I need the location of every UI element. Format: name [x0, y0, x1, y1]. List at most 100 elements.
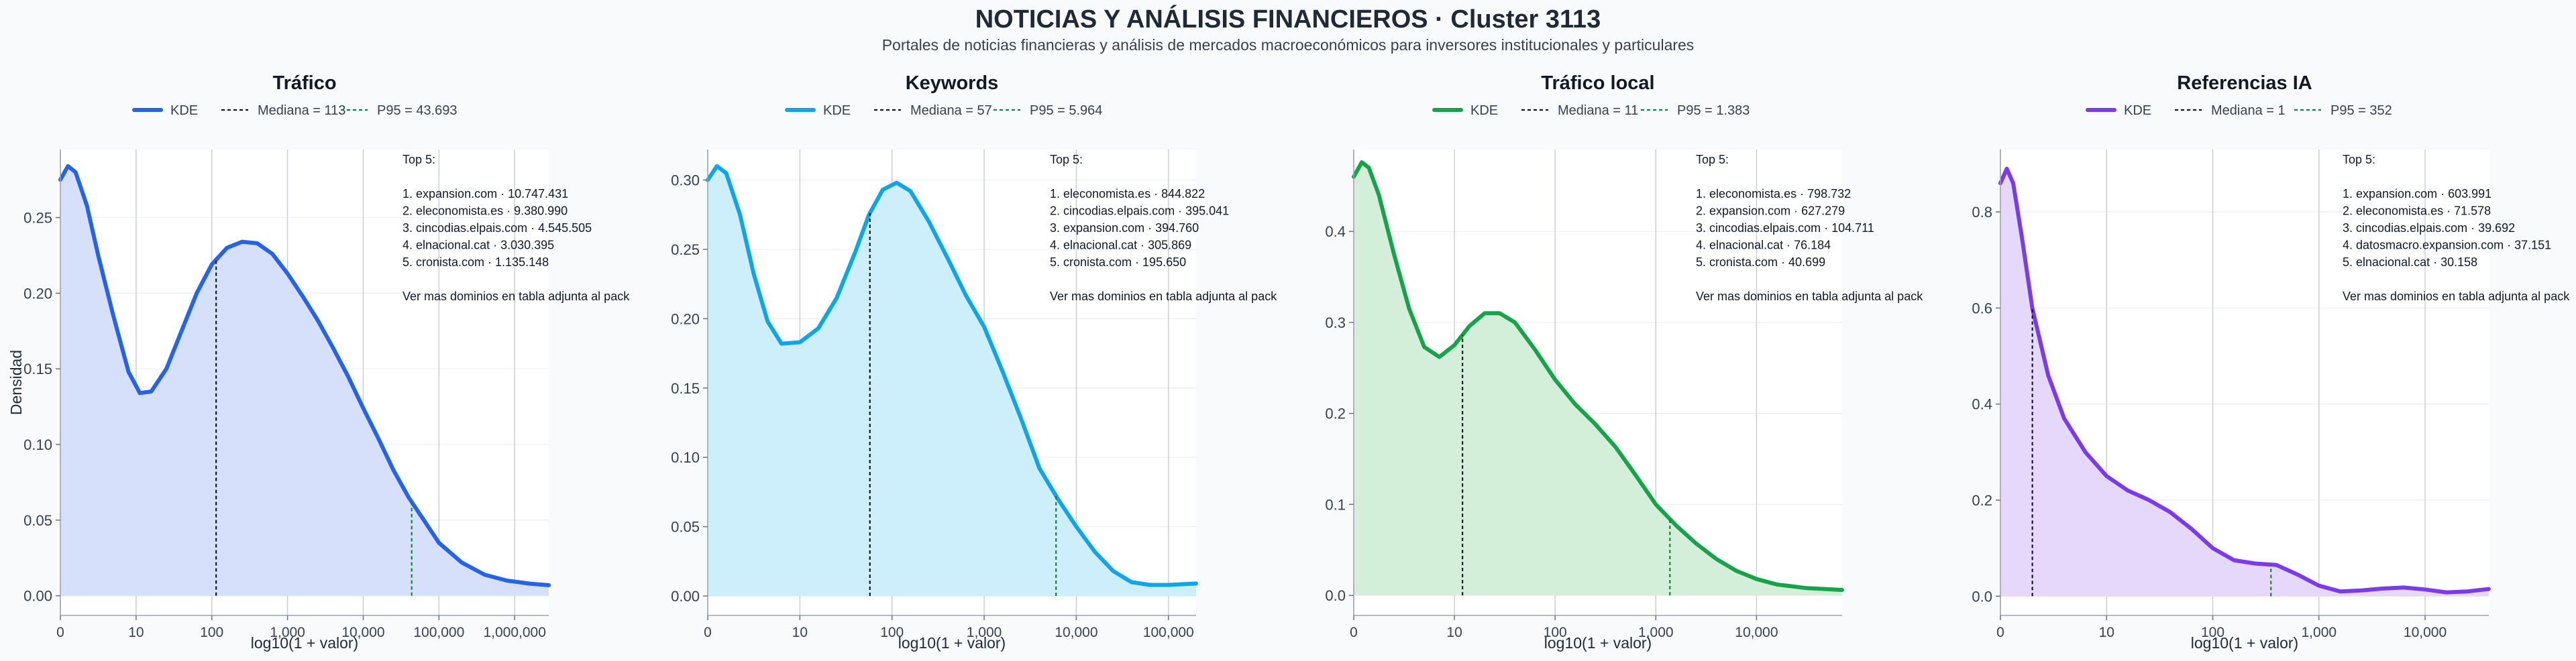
legend-kde-label: KDE [823, 103, 851, 118]
top5-item: 1. eleconomista.es · 844.822 [1050, 187, 1205, 200]
x-tick-label: 10 [128, 625, 144, 640]
y-tick-label: 0.4 [1325, 223, 1346, 240]
panel-title: Keywords [906, 72, 999, 94]
x-axis-label: log10(1 + valor) [1544, 634, 1652, 652]
top5-footer: Ver mas dominios en tabla adjunta al pac… [1050, 290, 1277, 303]
x-tick-label: 1,000,000 [483, 625, 545, 640]
top5-item: 3. cincodias.elpais.com · 104.711 [1696, 221, 1874, 235]
y-tick-label: 0.8 [1972, 204, 1992, 221]
x-tick-label: 10,000 [1055, 625, 1097, 640]
x-tick-label: 100 [200, 625, 223, 640]
panel-title: Referencias IA [2177, 72, 2312, 94]
top5-item: 4. elnacional.cat · 76.184 [1696, 239, 1831, 252]
y-tick-label: 0.15 [23, 361, 52, 377]
top5-annotation: Top 5: 1. eleconomista.es · 798.732 2. exp… [1696, 153, 1923, 303]
top5-heading: Top 5: [2343, 153, 2375, 166]
y-tick-label: 0.10 [23, 436, 52, 453]
top5-item: 2. expansion.com · 627.279 [1696, 204, 1845, 218]
top5-item: 2. eleconomista.es · 71.578 [2343, 204, 2491, 218]
top5-footer: Ver mas dominios en tabla adjunta al pac… [1696, 290, 1923, 303]
top5-item: 5. cronista.com · 40.699 [1696, 255, 1825, 269]
kde-area [60, 166, 549, 596]
y-tick-label: 0.4 [1972, 396, 1992, 413]
legend-kde-label: KDE [2124, 103, 2151, 118]
kde-line [1998, 166, 2491, 595]
kde-line [58, 164, 551, 587]
y-tick-label: 0.00 [671, 588, 700, 605]
kde-area [708, 166, 1196, 597]
legend: KDE Mediana = 57 P95 = 5.964 [785, 103, 1102, 118]
y-tick-label: 0.15 [671, 380, 700, 397]
y-tick-label: 0.00 [23, 588, 52, 605]
legend-median-label: Mediana = 113 [258, 103, 345, 118]
legend: KDE Mediana = 1 P95 = 352 [2086, 103, 2392, 118]
chart-panel-2: 0.00 0.05 0.10 0.15 0.20 0.25 0.30 0 10 100 1,000 1… [671, 72, 1277, 652]
top5-item: 3. cincodias.elpais.com · 4.545.505 [402, 221, 592, 235]
x-tick-label: 100 [1544, 625, 1567, 640]
page-title: NOTICIAS Y ANÁLISIS FINANCIEROS · Cluste… [975, 5, 1601, 34]
kde-line [706, 164, 1198, 587]
top5-item: 5. elnacional.cat · 30.158 [2343, 255, 2477, 269]
x-tick-label: 0 [1996, 625, 2004, 640]
x-tick-label: 0 [56, 625, 64, 640]
top5-heading: Top 5: [402, 153, 435, 166]
top5-heading: Top 5: [1050, 153, 1083, 166]
y-tick-label: 0.20 [671, 310, 700, 327]
top5-item: 3. expansion.com · 394.760 [1050, 221, 1199, 235]
x-axis-label: log10(1 + valor) [898, 634, 1006, 652]
legend: KDE Mediana = 11 P95 = 1.383 [1432, 103, 1750, 118]
top5-item: 2. eleconomista.es · 9.380.990 [402, 204, 568, 218]
top5-item: 1. eleconomista.es · 798.732 [1696, 187, 1851, 200]
top5-item: 5. cronista.com · 1.135.148 [402, 255, 549, 269]
top5-annotation: Top 5: 1. expansion.com · 10.747.431 2. el… [402, 153, 630, 303]
legend-p95-label: P95 = 1.383 [1677, 103, 1750, 118]
top5-footer: Ver mas dominios en tabla adjunta al pac… [2343, 290, 2570, 303]
y-axis-label: Densidad [7, 350, 25, 415]
legend-p95-label: P95 = 5.964 [1030, 103, 1102, 118]
x-tick-label: 10 [2099, 625, 2114, 640]
x-tick-label: 10 [1446, 625, 1462, 640]
kde-line [1352, 160, 1844, 592]
x-tick-label: 10 [792, 625, 808, 640]
x-tick-label: 10,000 [2404, 625, 2447, 640]
x-tick-label: 1,000 [1638, 625, 1674, 640]
kde-area [1354, 162, 1842, 596]
y-tick-label: 0.2 [1325, 406, 1346, 422]
y-tick-label: 0.10 [671, 449, 700, 466]
x-tick-label: 10,000 [341, 625, 384, 640]
legend-kde-label: KDE [170, 103, 198, 118]
x-axis-label: log10(1 + valor) [251, 634, 358, 652]
top5-item: 1. expansion.com · 10.747.431 [402, 187, 568, 200]
x-tick-label: 100 [880, 625, 904, 640]
top5-item: 4. elnacional.cat · 305.869 [1050, 239, 1191, 252]
panel-title: Tráfico local [1541, 72, 1654, 94]
y-tick-label: 0.25 [671, 241, 700, 258]
top5-item: 3. cincodias.elpais.com · 39.692 [2343, 221, 2515, 235]
x-tick-label: 10,000 [1735, 625, 1778, 640]
top5-item: 5. cronista.com · 195.650 [1050, 255, 1186, 269]
x-tick-label: 100,000 [1143, 625, 1194, 640]
top5-item: 4. datosmacro.expansion.com · 37.151 [2343, 239, 2551, 252]
y-tick-label: 0.20 [23, 285, 52, 302]
x-axis-label: log10(1 + valor) [2191, 634, 2298, 652]
x-tick-label: 1,000 [967, 625, 1002, 640]
legend-kde-label: KDE [1470, 103, 1498, 118]
chart-panel-3: 0.0 0.1 0.2 0.3 0.4 0 10 100 1,000 10,000 log10(1 … [1325, 72, 1923, 652]
legend-median-label: Mediana = 1 [2211, 103, 2286, 118]
y-tick-label: 0.30 [671, 172, 700, 189]
y-tick-label: 0.05 [23, 512, 52, 529]
y-tick-label: 0.0 [1972, 588, 1992, 605]
y-tick-label: 0.1 [1325, 496, 1346, 513]
y-tick-label: 0.2 [1972, 492, 1992, 509]
x-tick-label: 1,000 [2302, 625, 2337, 640]
top5-item: 4. elnacional.cat · 3.030.395 [402, 239, 554, 252]
top5-footer: Ver mas dominios en tabla adjunta al pac… [402, 290, 630, 303]
x-tick-label: 0 [704, 625, 712, 640]
top5-annotation: Top 5: 1. expansion.com · 603.991 2. eleco… [2343, 153, 2570, 303]
legend-median-label: Mediana = 57 [910, 103, 992, 118]
top5-heading: Top 5: [1696, 153, 1729, 166]
y-tick-label: 0.3 [1325, 314, 1346, 331]
legend-p95-label: P95 = 43.693 [377, 103, 458, 118]
y-tick-label: 0.6 [1972, 300, 1992, 316]
